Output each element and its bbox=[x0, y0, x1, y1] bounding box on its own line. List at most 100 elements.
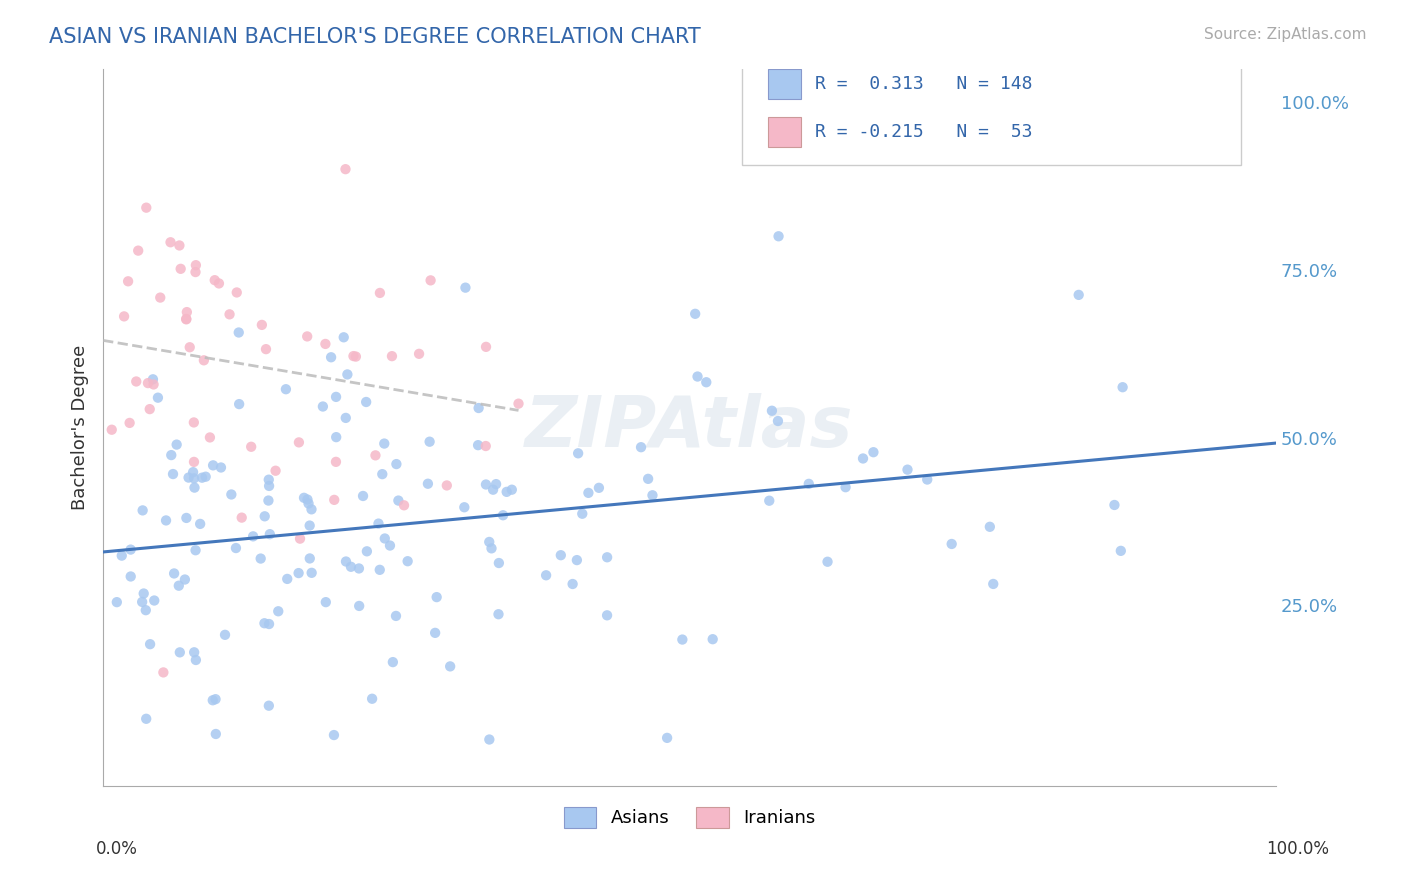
Point bbox=[169, 238, 191, 252]
Point bbox=[301, 566, 323, 580]
Point bbox=[184, 258, 207, 272]
Point bbox=[287, 566, 309, 580]
Point bbox=[852, 451, 875, 466]
Point bbox=[385, 457, 408, 471]
Point bbox=[257, 617, 280, 632]
Point bbox=[201, 693, 224, 707]
Point bbox=[242, 529, 264, 543]
Point bbox=[188, 516, 211, 531]
Point bbox=[142, 372, 165, 386]
Point bbox=[419, 434, 441, 449]
Point bbox=[253, 616, 276, 631]
Point bbox=[183, 416, 205, 430]
Point bbox=[862, 445, 884, 459]
Text: R =  0.313   N = 148: R = 0.313 N = 148 bbox=[815, 75, 1032, 94]
Point bbox=[588, 481, 610, 495]
Point bbox=[474, 439, 496, 453]
Point bbox=[387, 493, 409, 508]
Point bbox=[478, 732, 501, 747]
Point bbox=[301, 502, 323, 516]
Point bbox=[184, 543, 207, 558]
Point bbox=[142, 377, 165, 392]
Point bbox=[478, 535, 501, 549]
Point bbox=[257, 473, 280, 487]
Point bbox=[453, 500, 475, 515]
Point bbox=[176, 511, 198, 525]
Point bbox=[758, 493, 780, 508]
Point bbox=[467, 438, 489, 452]
Point bbox=[120, 542, 142, 557]
Point bbox=[641, 488, 664, 502]
Point bbox=[152, 665, 174, 680]
Point bbox=[143, 593, 166, 607]
Point bbox=[295, 329, 318, 343]
Point bbox=[361, 691, 384, 706]
Text: Source: ZipAtlas.com: Source: ZipAtlas.com bbox=[1204, 27, 1367, 42]
Point bbox=[344, 350, 367, 364]
Point bbox=[423, 625, 446, 640]
Point bbox=[683, 307, 706, 321]
Point bbox=[332, 330, 354, 344]
Point bbox=[276, 572, 298, 586]
Point bbox=[209, 460, 232, 475]
Point bbox=[298, 551, 321, 566]
Point bbox=[183, 471, 205, 485]
Point bbox=[501, 483, 523, 497]
Point bbox=[426, 590, 449, 604]
Text: ASIAN VS IRANIAN BACHELOR'S DEGREE CORRELATION CHART: ASIAN VS IRANIAN BACHELOR'S DEGREE CORRE… bbox=[49, 27, 702, 46]
Point bbox=[1109, 544, 1132, 558]
Point bbox=[249, 551, 271, 566]
Point bbox=[481, 541, 503, 556]
Point bbox=[297, 492, 319, 507]
Point bbox=[135, 712, 157, 726]
Point bbox=[356, 544, 378, 558]
Point bbox=[264, 464, 287, 478]
Point bbox=[596, 608, 619, 623]
Point bbox=[941, 537, 963, 551]
Point bbox=[132, 586, 155, 600]
Point bbox=[475, 340, 498, 354]
Point bbox=[439, 659, 461, 673]
Point bbox=[378, 539, 401, 553]
Point bbox=[138, 402, 160, 417]
Point bbox=[817, 555, 839, 569]
Point bbox=[159, 235, 181, 250]
Point bbox=[315, 595, 337, 609]
Point bbox=[488, 607, 510, 622]
Text: ZIPAtlas: ZIPAtlas bbox=[526, 393, 853, 462]
Point bbox=[323, 492, 346, 507]
Point bbox=[167, 579, 190, 593]
Point bbox=[204, 727, 226, 741]
Point bbox=[228, 326, 250, 340]
Point bbox=[240, 440, 263, 454]
Point bbox=[766, 414, 789, 428]
Point bbox=[368, 563, 391, 577]
Point bbox=[254, 342, 277, 356]
Point bbox=[257, 493, 280, 508]
Y-axis label: Bachelor's Degree: Bachelor's Degree bbox=[72, 345, 89, 510]
Point bbox=[174, 311, 197, 326]
Point bbox=[204, 273, 226, 287]
Point bbox=[120, 569, 142, 583]
Point bbox=[335, 162, 357, 177]
Point bbox=[163, 566, 186, 581]
Point bbox=[768, 229, 790, 244]
Point bbox=[231, 510, 253, 524]
Point bbox=[335, 554, 357, 568]
Point bbox=[198, 430, 221, 444]
Point bbox=[561, 577, 583, 591]
Point bbox=[292, 491, 315, 505]
Point bbox=[127, 244, 149, 258]
Point bbox=[352, 489, 374, 503]
Point bbox=[565, 553, 588, 567]
Point bbox=[221, 487, 243, 501]
Point bbox=[1104, 498, 1126, 512]
Point bbox=[194, 469, 217, 483]
Point bbox=[184, 653, 207, 667]
Point bbox=[169, 645, 191, 659]
Point bbox=[534, 568, 557, 582]
Point bbox=[567, 446, 589, 460]
Point bbox=[576, 486, 599, 500]
Point bbox=[381, 655, 404, 669]
Point bbox=[135, 201, 157, 215]
